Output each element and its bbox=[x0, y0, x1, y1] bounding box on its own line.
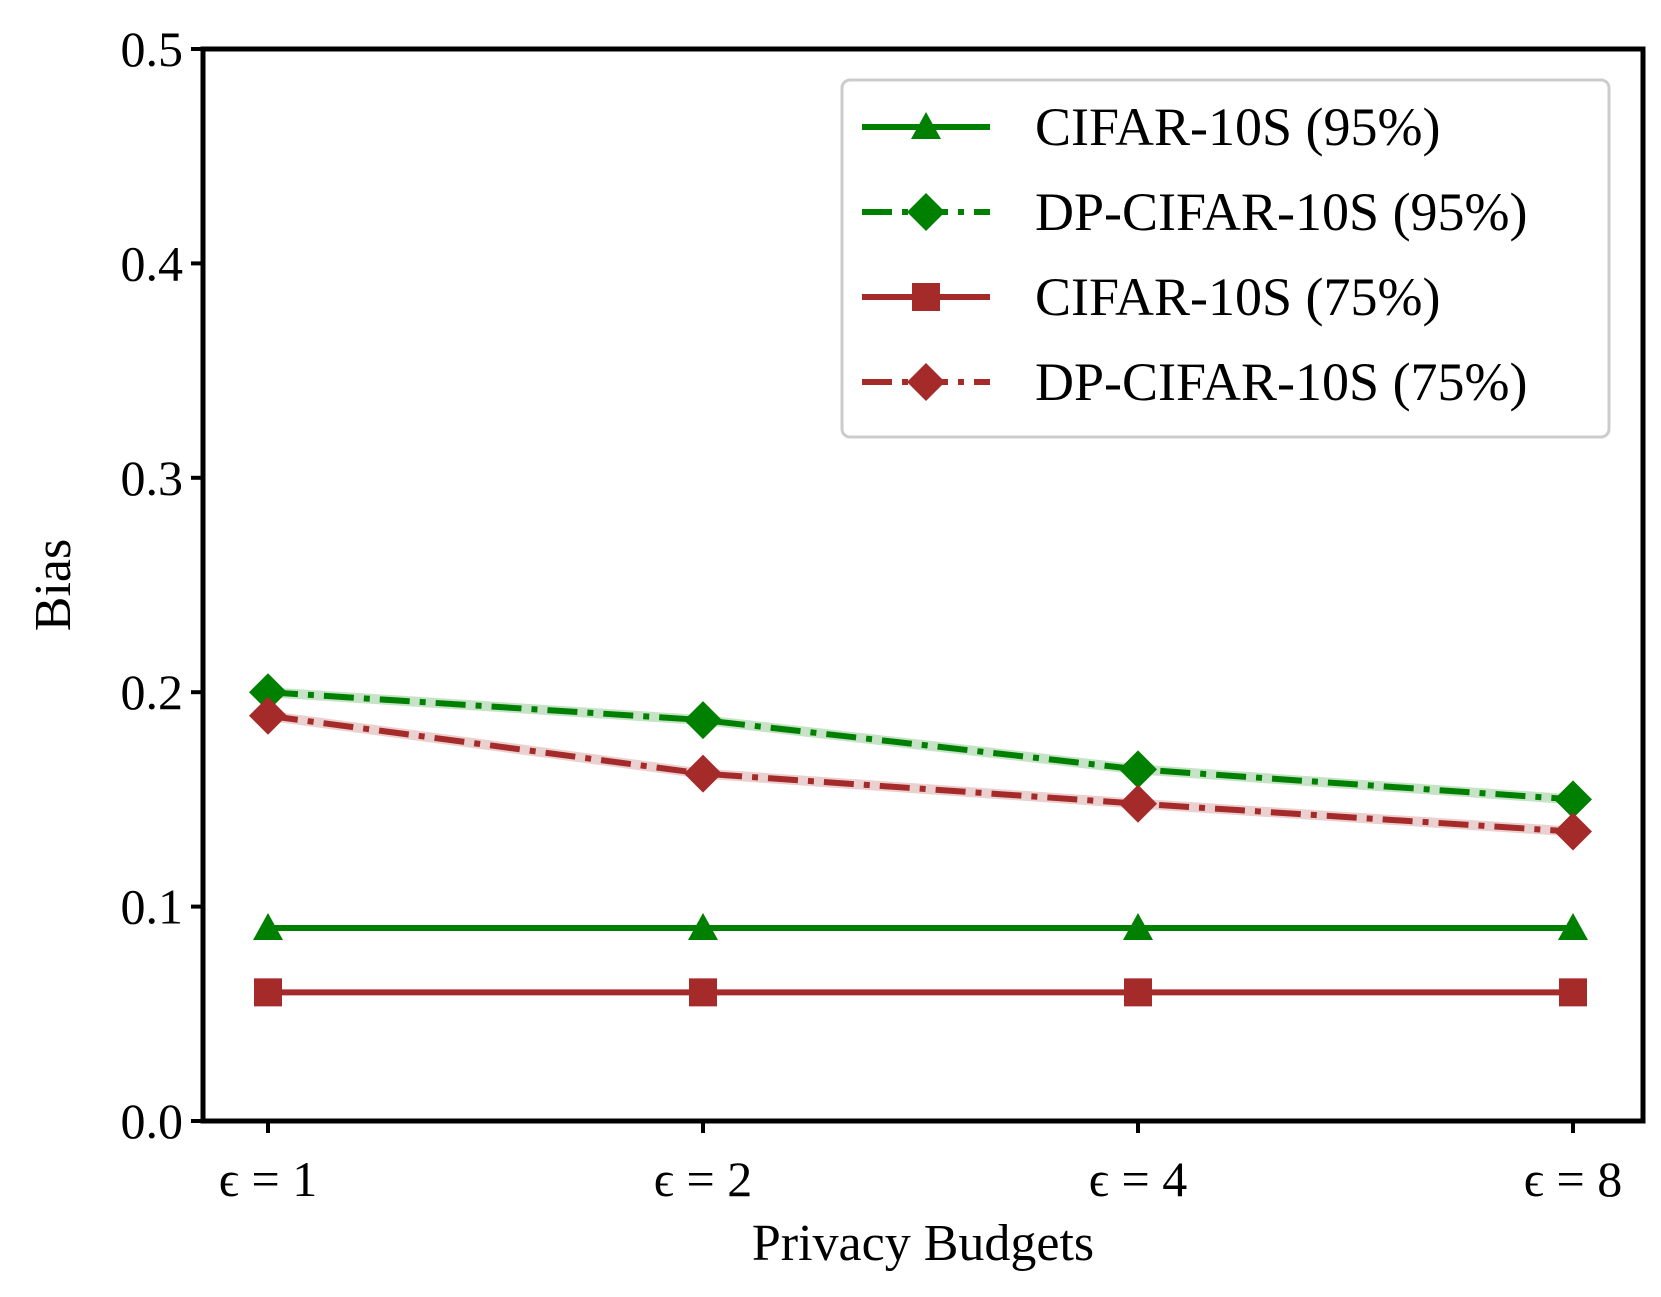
series-3 bbox=[254, 978, 1587, 1007]
data-point bbox=[688, 913, 718, 941]
series-line bbox=[267, 712, 1574, 835]
data-point bbox=[1554, 780, 1592, 819]
data-point bbox=[1124, 978, 1152, 1007]
legend-marker bbox=[911, 112, 941, 139]
data-point bbox=[684, 701, 722, 740]
data-point bbox=[1123, 913, 1153, 941]
legend-label: CIFAR-10S (75%) bbox=[1035, 267, 1441, 327]
legend-marker bbox=[907, 193, 945, 231]
legend-label: DP-CIFAR-10S (95%) bbox=[1035, 182, 1528, 242]
y-tick-label: 0.0 bbox=[121, 1093, 184, 1149]
data-point bbox=[1119, 750, 1157, 789]
data-point bbox=[1119, 784, 1157, 823]
series-2 bbox=[249, 673, 1592, 819]
series-1 bbox=[253, 913, 1588, 941]
series-4 bbox=[249, 696, 1592, 851]
legend-entry: DP-CIFAR-10S (75%) bbox=[862, 352, 1528, 412]
data-point bbox=[1558, 913, 1588, 941]
data-point bbox=[249, 673, 287, 712]
data-point bbox=[1559, 978, 1587, 1007]
axis-ticks: 0.0 0.1 0.2 0.3 0.4 0.5 ϵ = 1 ϵ = 2 ϵ = 4 ϵ = 8 bbox=[121, 21, 1623, 1207]
data-point bbox=[1554, 812, 1592, 851]
legend-entries: CIFAR-10S (95%) DP-CIFAR-10S (95%) CIFAR-1… bbox=[862, 97, 1528, 412]
legend-frame bbox=[840, 78, 1611, 439]
x-tick-label: ϵ = 2 bbox=[654, 1151, 752, 1207]
x-tick-label: ϵ = 4 bbox=[1089, 1151, 1187, 1207]
legend: CIFAR-10S (95%) DP-CIFAR-10S (95%) CIFAR-1… bbox=[840, 78, 1611, 439]
legend-marker bbox=[907, 363, 945, 401]
y-tick-label: 0.3 bbox=[121, 450, 184, 506]
data-point bbox=[254, 978, 282, 1007]
x-tick-label: ϵ = 8 bbox=[1524, 1151, 1622, 1207]
y-tick-label: 0.1 bbox=[121, 879, 184, 935]
y-tick-label: 0.2 bbox=[121, 664, 184, 720]
data-point bbox=[253, 913, 283, 941]
data-point bbox=[689, 978, 717, 1007]
y-tick-label: 0.4 bbox=[121, 235, 184, 291]
plot-frame bbox=[200, 46, 1646, 1124]
legend-entry: CIFAR-10S (75%) bbox=[862, 267, 1441, 327]
legend-entry: DP-CIFAR-10S (95%) bbox=[862, 182, 1528, 242]
x-tick-label: ϵ = 1 bbox=[219, 1151, 317, 1207]
y-axis-label: Bias bbox=[25, 539, 82, 631]
data-point bbox=[249, 696, 287, 735]
series-line bbox=[267, 689, 1574, 803]
series-layer bbox=[249, 673, 1592, 1007]
data-point bbox=[684, 754, 722, 793]
y-tick-label: 0.5 bbox=[121, 21, 184, 77]
legend-marker bbox=[912, 283, 940, 311]
legend-label: CIFAR-10S (95%) bbox=[1035, 97, 1441, 157]
x-axis-label: Privacy Budgets bbox=[752, 1215, 1094, 1272]
legend-label: DP-CIFAR-10S (75%) bbox=[1035, 352, 1528, 412]
legend-entry: CIFAR-10S (95%) bbox=[862, 97, 1441, 157]
